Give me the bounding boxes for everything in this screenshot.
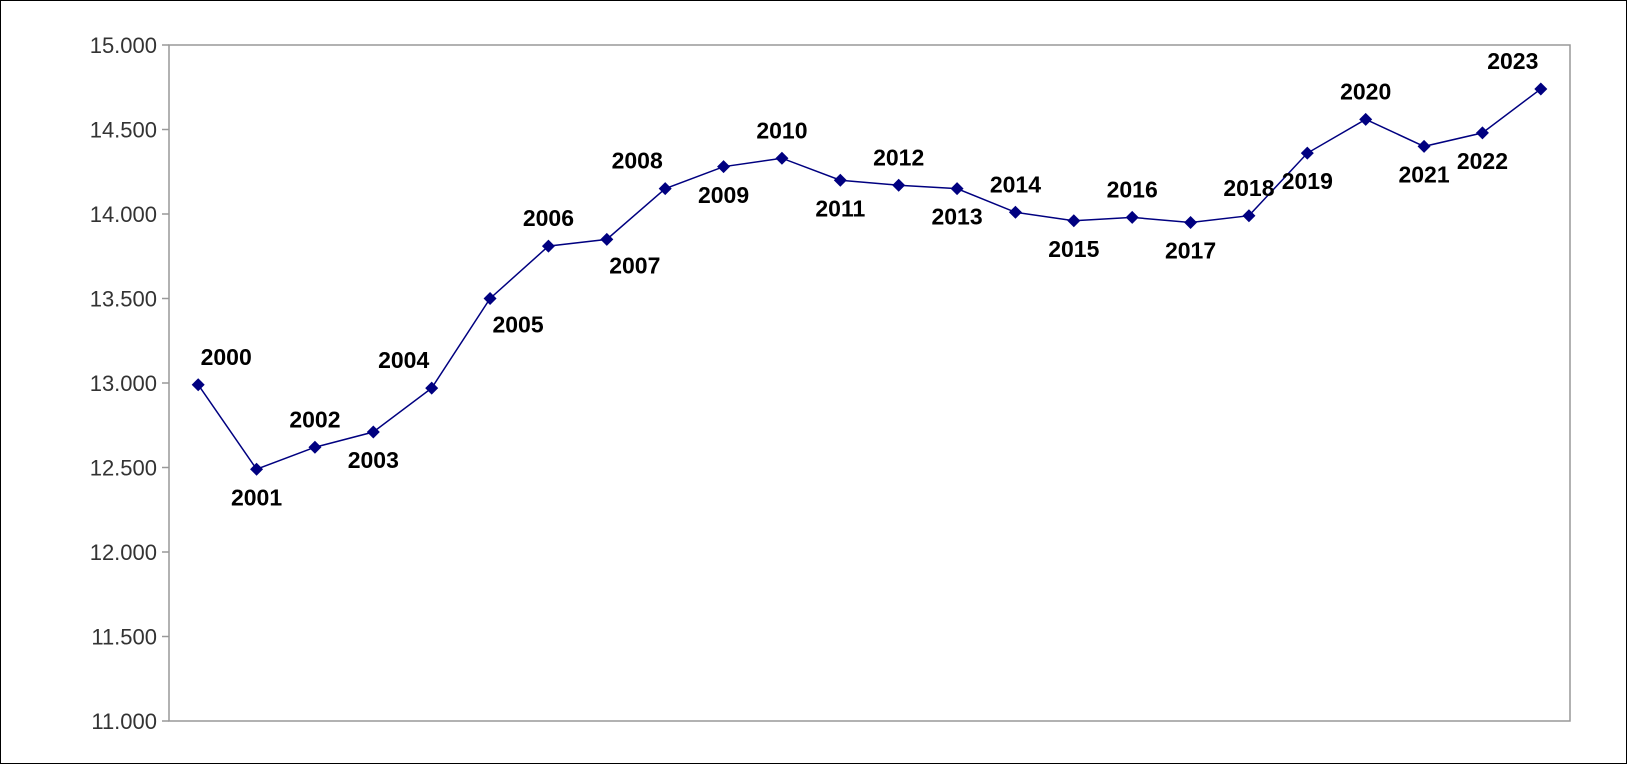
data-point bbox=[1242, 209, 1256, 223]
point-label: 2004 bbox=[378, 347, 429, 373]
y-tick-label: 13.500 bbox=[90, 286, 157, 311]
data-point bbox=[1534, 82, 1548, 96]
point-label: 2006 bbox=[523, 205, 574, 231]
y-tick-label: 11.500 bbox=[91, 624, 157, 649]
data-point bbox=[425, 381, 439, 395]
point-label: 2021 bbox=[1398, 161, 1449, 187]
point-label: 2022 bbox=[1457, 148, 1508, 174]
data-point bbox=[366, 425, 380, 439]
y-tick-label: 11.000 bbox=[91, 709, 157, 734]
point-label: 2001 bbox=[231, 484, 282, 510]
point-label: 2012 bbox=[873, 144, 924, 170]
point-label: 2010 bbox=[756, 117, 807, 143]
data-point bbox=[1125, 210, 1139, 224]
data-point bbox=[1475, 126, 1489, 140]
y-tick-label: 13.000 bbox=[90, 371, 157, 396]
data-point bbox=[191, 378, 205, 392]
point-label: 2014 bbox=[990, 171, 1041, 197]
data-point bbox=[483, 292, 497, 305]
point-label: 2005 bbox=[492, 312, 543, 338]
point-label: 2019 bbox=[1282, 168, 1333, 194]
data-point bbox=[600, 232, 614, 246]
point-label: 2017 bbox=[1165, 238, 1216, 264]
data-point bbox=[833, 173, 847, 187]
data-point bbox=[892, 178, 906, 192]
y-tick-label: 15.000 bbox=[90, 33, 157, 58]
data-point bbox=[950, 182, 964, 196]
data-point bbox=[1359, 112, 1373, 126]
point-label: 2013 bbox=[931, 204, 982, 230]
point-label: 2016 bbox=[1107, 176, 1158, 202]
data-point bbox=[717, 160, 731, 174]
data-point bbox=[775, 151, 789, 165]
data-point bbox=[658, 182, 672, 196]
point-label: 2003 bbox=[348, 447, 399, 473]
y-tick-label: 12.000 bbox=[90, 540, 157, 565]
point-label: 2020 bbox=[1340, 78, 1391, 104]
plot-area bbox=[168, 44, 1571, 722]
data-point bbox=[250, 462, 264, 476]
point-label: 2009 bbox=[698, 182, 749, 208]
data-point bbox=[1067, 214, 1081, 228]
data-point bbox=[1008, 205, 1022, 219]
y-tick-label: 14.500 bbox=[90, 117, 157, 142]
data-line bbox=[197, 88, 1542, 471]
data-point bbox=[1300, 146, 1314, 160]
point-label: 2011 bbox=[815, 195, 865, 221]
point-label: 2000 bbox=[201, 344, 252, 370]
data-point bbox=[1184, 215, 1198, 229]
point-label: 2007 bbox=[609, 252, 660, 278]
data-point bbox=[541, 239, 555, 253]
point-label: 2008 bbox=[612, 148, 663, 174]
y-tick-label: 12.500 bbox=[90, 455, 157, 480]
data-point bbox=[308, 440, 322, 454]
point-label: 2018 bbox=[1223, 175, 1274, 201]
point-label: 2002 bbox=[289, 406, 340, 432]
data-point bbox=[1417, 139, 1431, 153]
point-label: 2015 bbox=[1048, 236, 1099, 262]
point-label: 2023 bbox=[1487, 48, 1538, 74]
y-tick-label: 14.000 bbox=[90, 202, 157, 227]
